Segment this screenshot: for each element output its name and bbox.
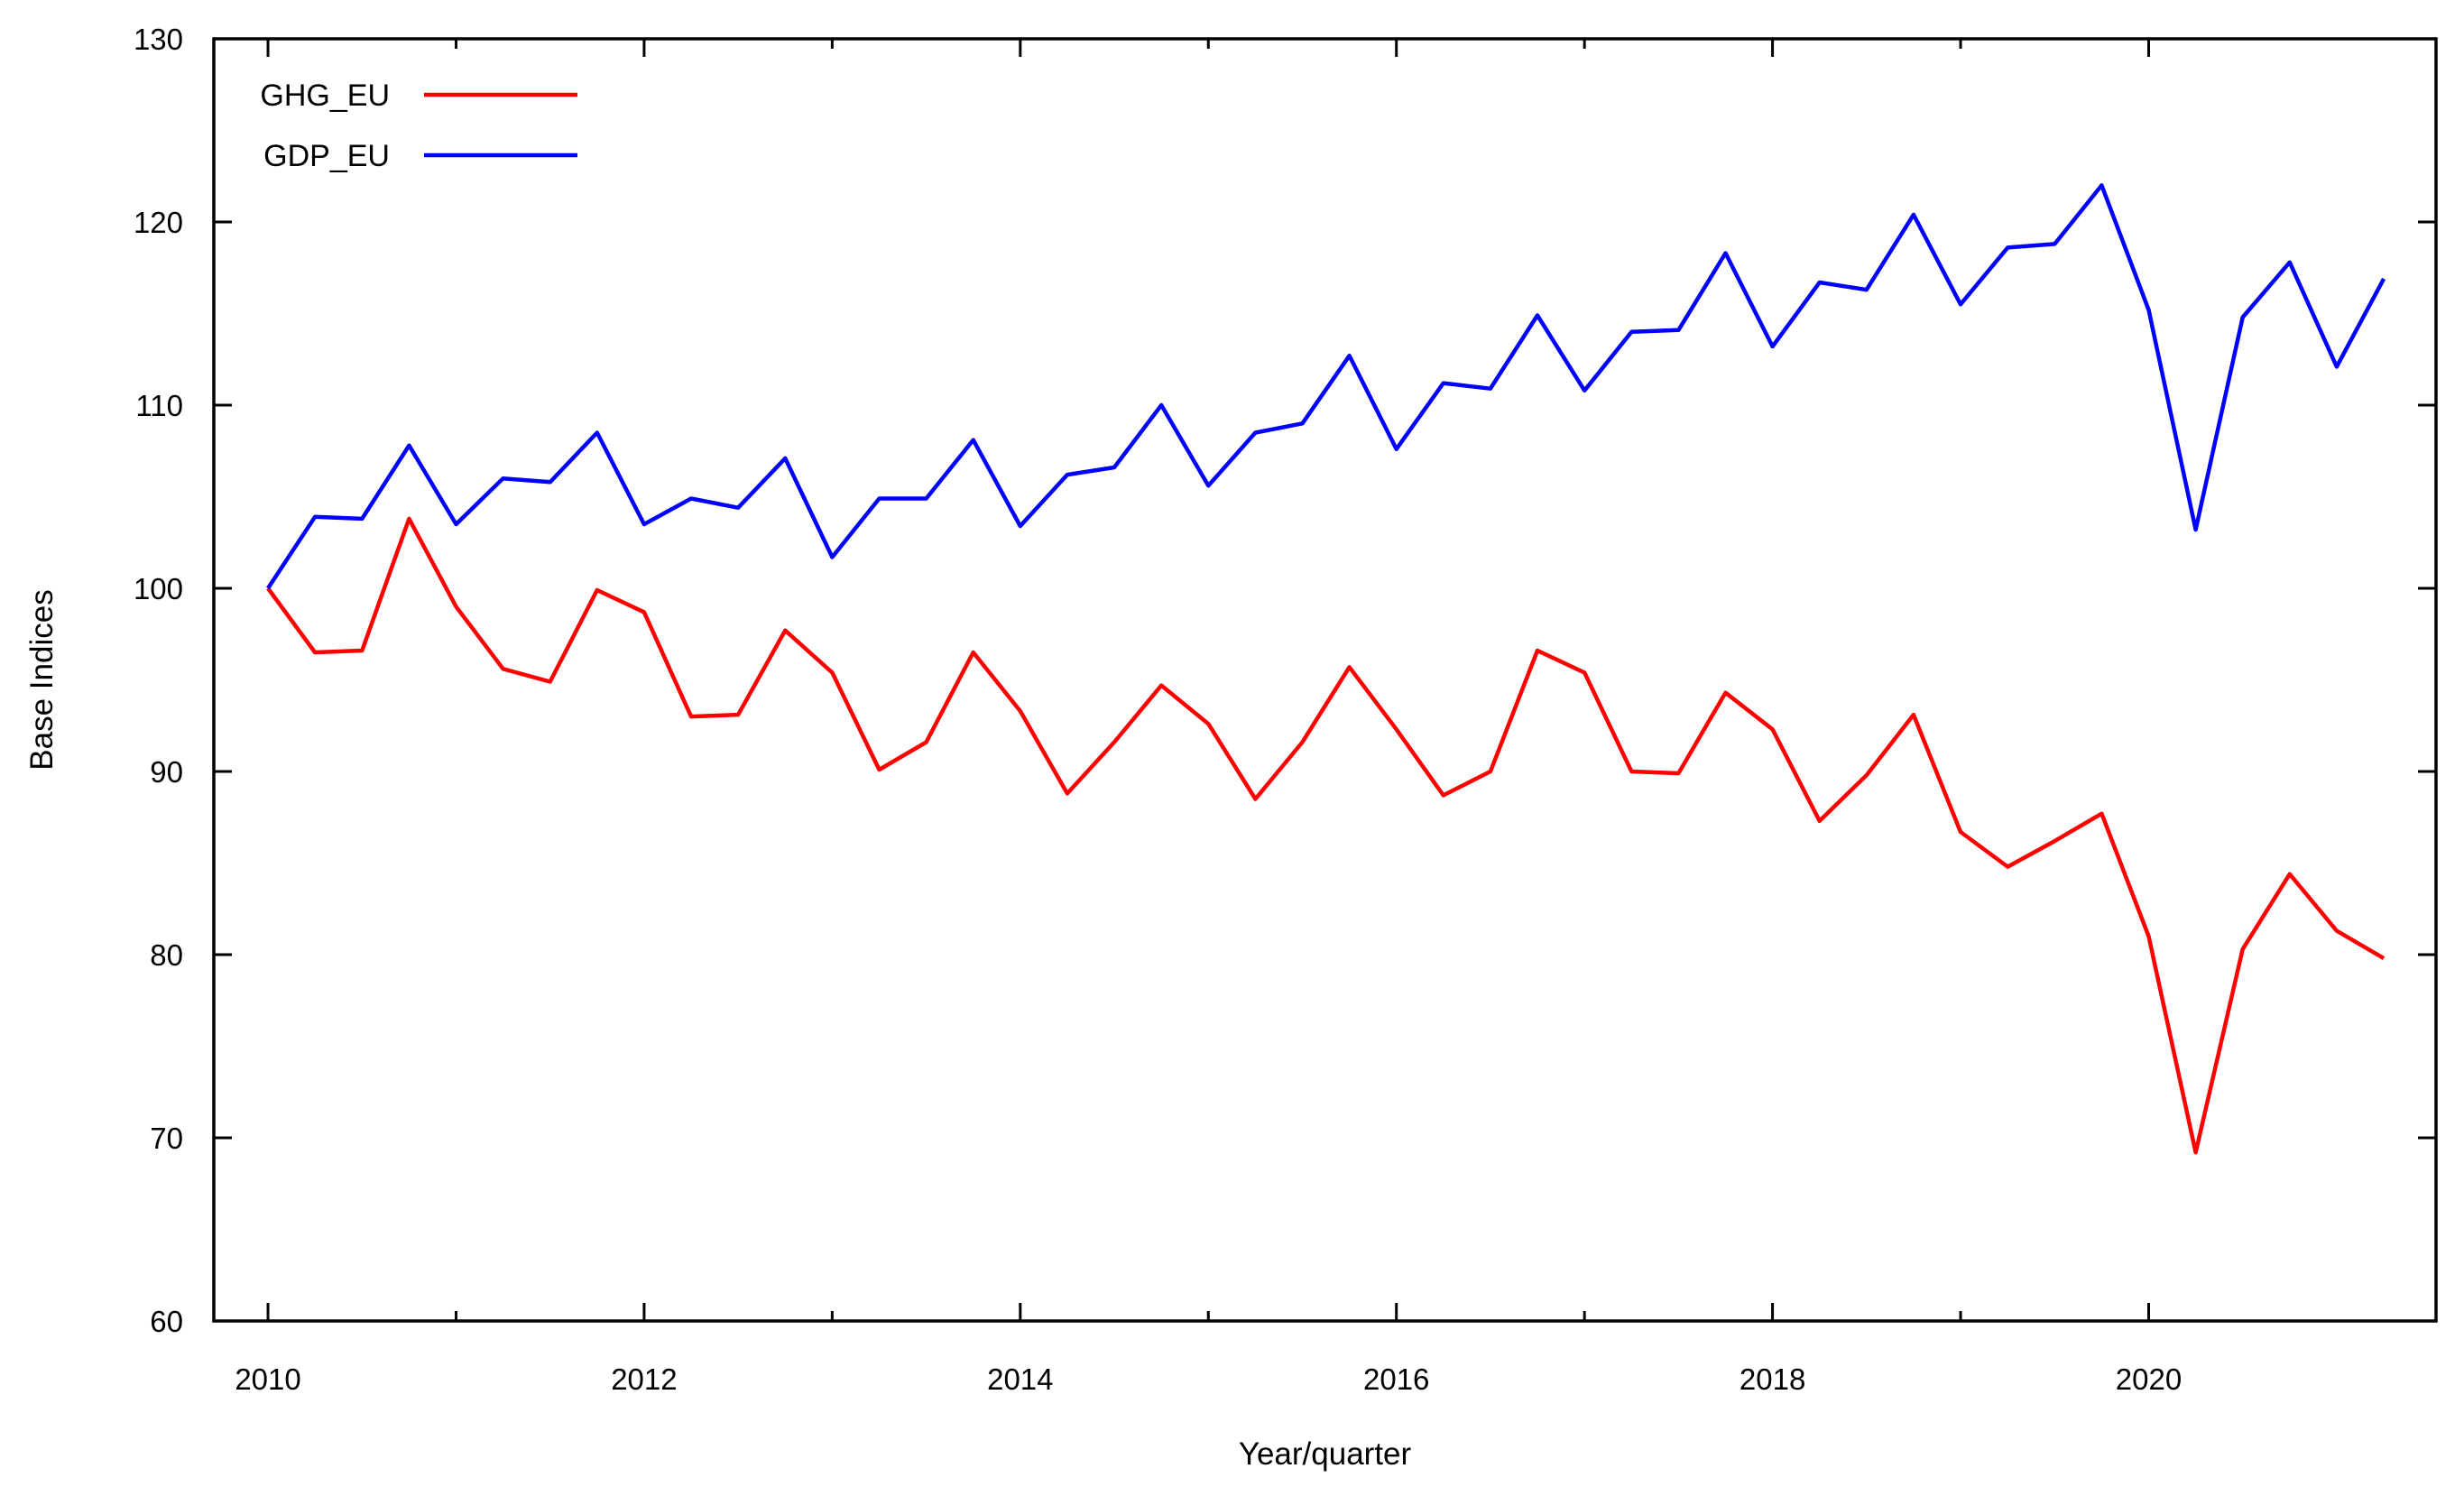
legend-label-ghg-eu: GHG_EU — [260, 79, 390, 113]
x-axis-label: Year/quarter — [1239, 1436, 1412, 1472]
x-tick-label: 2010 — [235, 1362, 300, 1396]
x-tick-label: 2016 — [1363, 1362, 1429, 1396]
x-tick-label: 2012 — [611, 1362, 677, 1396]
x-tick-label: 2018 — [1740, 1362, 1805, 1396]
legend-label-gdp-eu: GDP_EU — [263, 139, 390, 173]
plot-border — [212, 37, 2438, 1323]
x-tick-label: 2014 — [987, 1362, 1053, 1396]
y-axis-label: Base Indices — [24, 589, 60, 770]
y-tick-label: 120 — [134, 206, 183, 239]
ghg-eu-line — [266, 516, 2386, 1155]
y-tick-label: 60 — [150, 1305, 183, 1338]
gdp-eu-line — [266, 183, 2386, 590]
y-tick-label: 80 — [150, 938, 183, 972]
y-tick-label: 130 — [134, 23, 183, 56]
y-tick-label: 70 — [150, 1122, 183, 1155]
y-tick-label: 100 — [134, 572, 183, 605]
y-tick-label: 110 — [135, 389, 183, 422]
x-tick-label: 2020 — [2116, 1362, 2182, 1396]
y-tick-label: 90 — [150, 755, 183, 789]
